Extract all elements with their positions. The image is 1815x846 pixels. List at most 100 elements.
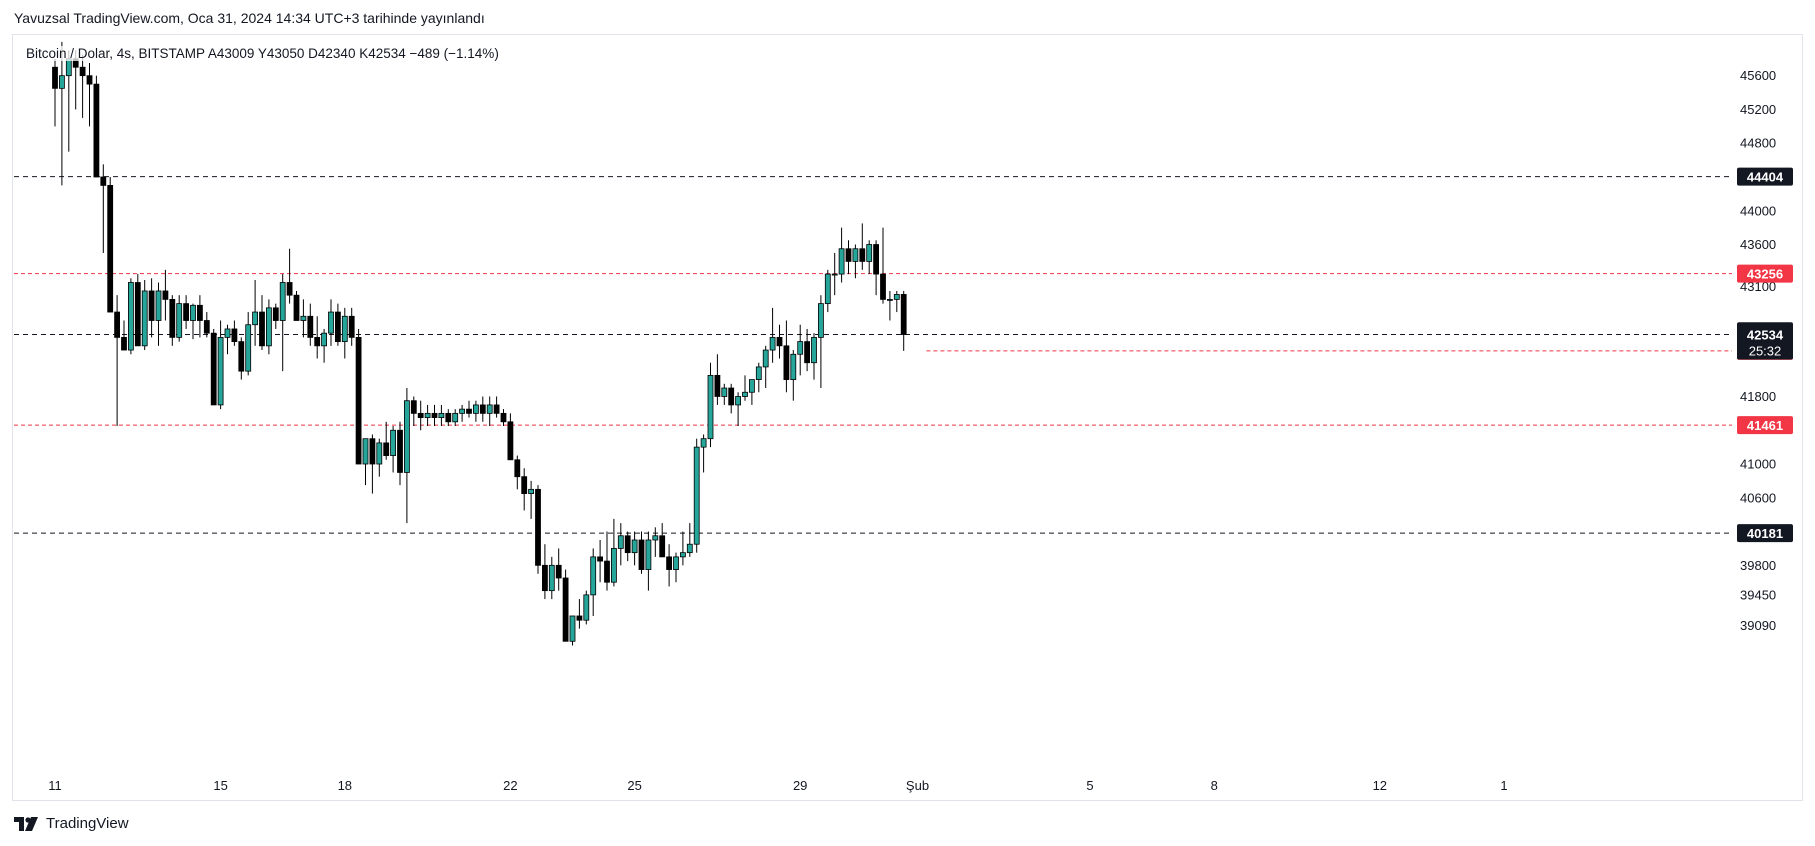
candle[interactable] — [521, 468, 528, 511]
candle[interactable] — [376, 438, 383, 477]
candle[interactable] — [507, 413, 514, 461]
candle[interactable] — [162, 269, 169, 321]
candle[interactable] — [65, 50, 72, 152]
candle[interactable] — [638, 531, 645, 574]
candle[interactable] — [252, 279, 259, 346]
candle[interactable] — [880, 227, 886, 304]
candle[interactable] — [321, 328, 328, 363]
candle[interactable] — [583, 590, 590, 625]
candle[interactable] — [893, 290, 900, 313]
candle[interactable] — [755, 362, 762, 393]
candle[interactable] — [645, 531, 652, 591]
candle[interactable] — [314, 316, 321, 359]
candle[interactable] — [121, 320, 127, 351]
candle[interactable] — [866, 240, 873, 275]
candle[interactable] — [362, 438, 369, 486]
candle[interactable] — [279, 274, 286, 372]
candle[interactable] — [272, 303, 279, 329]
candle[interactable] — [749, 379, 755, 405]
candle[interactable] — [390, 426, 397, 473]
candle[interactable] — [127, 278, 134, 355]
candle[interactable] — [624, 531, 631, 562]
candle[interactable] — [328, 299, 334, 346]
candle[interactable] — [286, 248, 293, 304]
candle[interactable] — [831, 252, 838, 296]
candle[interactable] — [562, 569, 569, 642]
candle[interactable] — [873, 240, 879, 296]
candle[interactable] — [769, 307, 776, 363]
candle[interactable] — [452, 409, 459, 427]
candle[interactable] — [210, 328, 217, 406]
candle[interactable] — [859, 223, 866, 270]
candle[interactable] — [424, 404, 431, 427]
candle[interactable] — [590, 548, 597, 616]
candle[interactable] — [852, 244, 859, 279]
candle[interactable] — [824, 269, 831, 313]
candle[interactable] — [797, 324, 804, 376]
candle[interactable] — [693, 438, 700, 553]
candle[interactable] — [238, 337, 245, 380]
candle[interactable] — [659, 523, 666, 558]
candle[interactable] — [265, 299, 272, 355]
candle[interactable] — [721, 383, 728, 405]
candle[interactable] — [569, 615, 576, 646]
candle[interactable] — [100, 164, 107, 253]
candle[interactable] — [479, 396, 486, 422]
candle[interactable] — [735, 392, 741, 427]
candle[interactable] — [728, 383, 735, 414]
candle[interactable] — [548, 556, 555, 600]
candle[interactable] — [486, 396, 493, 427]
candle[interactable] — [686, 523, 693, 557]
candle[interactable] — [528, 480, 534, 519]
candle[interactable] — [673, 552, 679, 583]
candle[interactable] — [652, 527, 659, 557]
candle[interactable] — [148, 278, 155, 338]
candle[interactable] — [348, 307, 355, 346]
candle[interactable] — [217, 320, 224, 410]
candle[interactable] — [417, 400, 424, 431]
candle[interactable] — [459, 404, 466, 422]
candle[interactable] — [900, 290, 907, 351]
candle[interactable] — [300, 299, 307, 338]
candle[interactable] — [576, 599, 583, 629]
candle[interactable] — [93, 75, 100, 178]
candle[interactable] — [183, 295, 190, 329]
candle[interactable] — [355, 328, 362, 465]
candle[interactable] — [617, 523, 624, 566]
candle[interactable] — [231, 320, 238, 346]
candle[interactable] — [107, 176, 114, 313]
candle[interactable] — [176, 295, 183, 342]
candle[interactable] — [500, 409, 507, 427]
candle[interactable] — [169, 295, 176, 346]
candle[interactable] — [438, 404, 445, 427]
candle[interactable] — [445, 409, 452, 427]
candle[interactable] — [514, 455, 521, 490]
candle[interactable] — [383, 421, 390, 460]
candle[interactable] — [307, 303, 314, 346]
candle[interactable] — [431, 404, 438, 427]
candle[interactable] — [742, 375, 748, 401]
candle[interactable] — [804, 328, 810, 372]
candle[interactable] — [783, 320, 790, 393]
candle[interactable] — [714, 354, 721, 405]
candle[interactable] — [790, 350, 797, 401]
candle[interactable] — [410, 396, 417, 427]
candle[interactable] — [604, 531, 610, 591]
candle[interactable] — [845, 240, 852, 275]
candle[interactable] — [472, 400, 479, 422]
candle[interactable] — [555, 548, 562, 591]
candle[interactable] — [141, 279, 148, 351]
candle[interactable] — [293, 290, 300, 321]
candle[interactable] — [203, 312, 210, 338]
candle[interactable] — [818, 295, 824, 389]
candle[interactable] — [542, 544, 548, 600]
candle[interactable] — [403, 388, 410, 524]
candle[interactable] — [114, 295, 120, 427]
candle[interactable] — [155, 282, 162, 346]
candle[interactable] — [397, 421, 403, 486]
candle[interactable] — [259, 295, 265, 351]
candle[interactable] — [707, 362, 714, 448]
candle[interactable] — [680, 531, 686, 566]
candle[interactable] — [666, 544, 672, 587]
